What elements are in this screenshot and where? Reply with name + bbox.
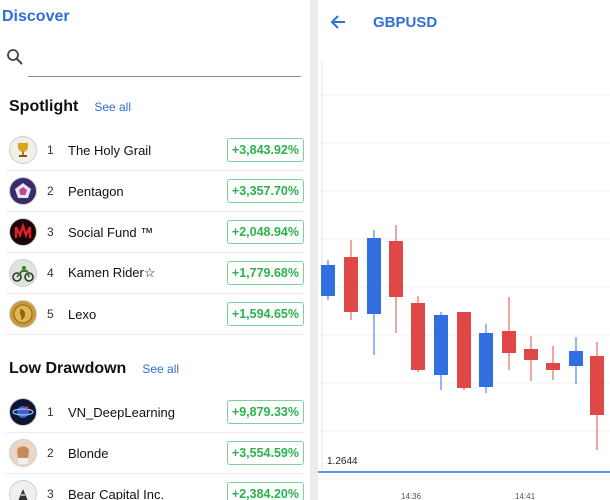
bearish-candle xyxy=(344,257,358,312)
bullish-candle xyxy=(367,238,381,314)
back-arrow-icon[interactable] xyxy=(328,12,348,32)
bullish-candle xyxy=(321,265,335,296)
list-item[interactable]: 1 VN_DeepLearning +9,879.33% xyxy=(6,392,304,433)
low-drawdown-see-all-link[interactable]: See all xyxy=(142,362,180,376)
pentagon-avatar xyxy=(9,177,37,205)
rank-number: 2 xyxy=(47,446,54,460)
bearish-candle xyxy=(546,363,560,370)
list-item[interactable]: 2 Pentagon +3,357.70% xyxy=(6,171,304,212)
strategy-name: Lexo xyxy=(68,306,97,322)
rank-number: 1 xyxy=(47,143,54,157)
strategy-name: Kamen Rider☆ xyxy=(68,265,156,280)
rank-number: 2 xyxy=(47,184,54,198)
coin-avatar xyxy=(9,300,37,328)
bullish-candle xyxy=(434,315,448,375)
rank-number: 3 xyxy=(47,487,54,500)
rank-number: 1 xyxy=(47,405,54,419)
list-item[interactable]: 5 Lexo +1,594.65% xyxy=(6,294,304,335)
bearish-candle xyxy=(524,349,538,360)
list-item[interactable]: 1 The Holy Grail +3,843.92% xyxy=(6,130,304,171)
rank-number: 4 xyxy=(47,266,54,280)
return-badge: +3,843.92% xyxy=(226,138,304,162)
bearish-candle xyxy=(502,331,516,353)
spotlight-header: Spotlight See all xyxy=(9,98,131,116)
time-label-1: 14:36 xyxy=(401,492,422,500)
bullish-candle xyxy=(569,351,583,366)
bear-avatar xyxy=(9,480,37,500)
panel-divider xyxy=(310,0,318,500)
page-title: Discover xyxy=(2,8,70,25)
return-badge: +1,779.68% xyxy=(226,261,304,285)
planet-avatar xyxy=(9,398,37,426)
bearish-candle xyxy=(457,312,471,388)
return-badge: +1,594.65% xyxy=(226,302,304,326)
return-badge: +2,048.94% xyxy=(226,220,304,244)
motorbike-avatar xyxy=(9,259,37,287)
strategy-name: Blonde xyxy=(68,445,109,461)
red-chart-avatar xyxy=(9,218,37,246)
candles xyxy=(321,225,604,450)
chart-panel: GBPUSD 1.2644 14:36 14:41 xyxy=(318,0,610,500)
strategy-name: Social Fund ™ xyxy=(68,224,154,240)
return-badge: +3,554.59% xyxy=(226,441,304,465)
return-badge: +2,384.20% xyxy=(226,482,304,500)
section-title-low-drawdown: Low Drawdown xyxy=(9,360,127,377)
strategy-name: Bear Capital Inc. xyxy=(68,486,165,500)
return-badge: +9,879.33% xyxy=(226,400,304,424)
bearish-candle xyxy=(590,356,604,415)
portrait-avatar xyxy=(9,439,37,467)
bearish-candle xyxy=(411,303,425,370)
strategy-name: VN_DeepLearning xyxy=(68,404,175,420)
trophy-avatar xyxy=(9,136,37,164)
list-item[interactable]: 4 Kamen Rider☆ +1,779.68% xyxy=(6,253,304,294)
strategy-name: Pentagon xyxy=(68,183,124,199)
candlestick-chart[interactable] xyxy=(318,60,610,500)
discover-panel: Discover Spotlight See all 1 The Holy Gr… xyxy=(2,8,304,500)
bearish-candle xyxy=(389,241,403,297)
grid-lines xyxy=(318,94,610,480)
search-icon[interactable] xyxy=(6,48,24,66)
list-item[interactable]: 3 Social Fund ™ +2,048.94% xyxy=(6,212,304,253)
strategy-name: The Holy Grail xyxy=(68,142,152,158)
list-item[interactable]: 2 Blonde +3,554.59% xyxy=(6,433,304,474)
list-item[interactable]: 3 Bear Capital Inc. +2,384.20% xyxy=(6,474,304,500)
spotlight-see-all-link[interactable]: See all xyxy=(94,100,132,114)
symbol-title: GBPUSD xyxy=(373,14,438,31)
return-badge: +3,357.70% xyxy=(226,179,304,203)
section-title-spotlight: Spotlight xyxy=(9,98,79,115)
low-drawdown-header: Low Drawdown See all xyxy=(9,360,179,378)
bullish-candle xyxy=(479,333,493,387)
rank-number: 3 xyxy=(47,225,54,239)
search-input[interactable] xyxy=(28,45,301,77)
current-price-label: 1.2644 xyxy=(327,456,358,467)
time-label-2: 14:41 xyxy=(515,492,536,500)
rank-number: 5 xyxy=(47,307,54,321)
